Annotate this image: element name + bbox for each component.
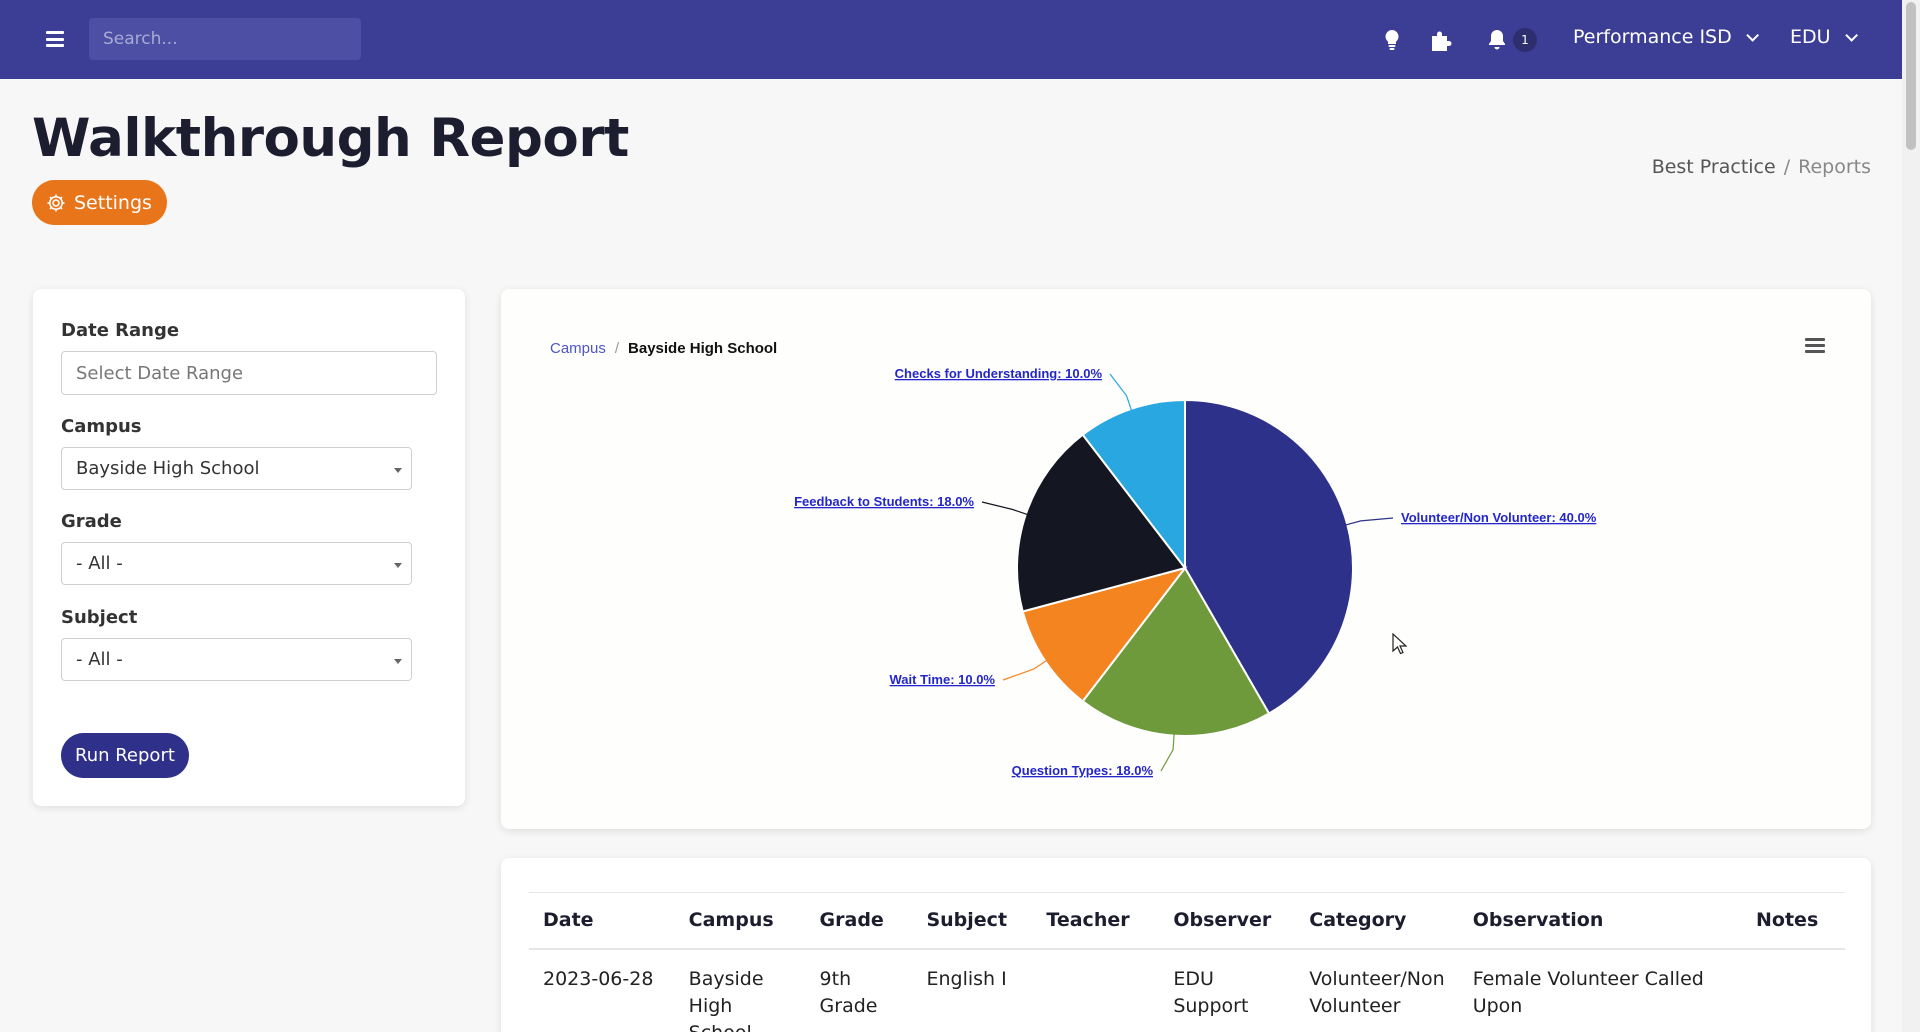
- column-header-notes[interactable]: Notes: [1742, 892, 1845, 950]
- column-header-teacher[interactable]: Teacher: [1032, 892, 1160, 950]
- chevron-down-icon: [1746, 28, 1759, 42]
- campus-select-value: Bayside High School: [76, 458, 260, 479]
- pie-connector-line: [1002, 658, 1049, 681]
- breadcrumb: Best Practice / Reports: [1651, 156, 1871, 178]
- settings-label: Settings: [74, 191, 152, 214]
- table-cell-category: Volunteer/Non Volunteer: [1309, 967, 1445, 1017]
- table-header-row: Date Campus Grade Subject Teacher Observer Cat…: [529, 892, 1845, 950]
- subject-select[interactable]: - All -: [61, 638, 412, 681]
- pie-data-label[interactable]: Checks for Understanding: 10.0%: [895, 366, 1103, 381]
- date-range-label: Date Range: [61, 320, 180, 341]
- table-cell-date: 2023-06-28: [543, 967, 654, 990]
- column-header-category[interactable]: Category: [1295, 892, 1459, 950]
- campus-select[interactable]: Bayside High School: [61, 447, 412, 490]
- date-range-input[interactable]: [61, 351, 437, 395]
- breadcrumb-reports: Reports: [1798, 156, 1871, 178]
- notification-badge[interactable]: 1: [1513, 28, 1537, 52]
- grade-select[interactable]: - All -: [61, 542, 412, 585]
- gear-icon: [47, 194, 65, 211]
- column-header-grade[interactable]: Grade: [805, 892, 913, 950]
- pie-connector-line: [1160, 731, 1175, 772]
- campus-label: Campus: [61, 416, 142, 437]
- pie-data-label[interactable]: Wait Time: 10.0%: [890, 672, 996, 687]
- chart-breadcrumb-current: Bayside High School: [628, 340, 778, 357]
- table-cell-observation: Female Volunteer Called Upon: [1472, 967, 1704, 1017]
- column-header-observer[interactable]: Observer: [1159, 892, 1296, 950]
- menu-toggle-icon[interactable]: [46, 31, 64, 47]
- chart-menu-icon[interactable]: [1805, 338, 1825, 356]
- table-cell-subject: English I: [926, 967, 1007, 990]
- lightbulb-icon[interactable]: [1384, 29, 1400, 55]
- org-menu-label: Performance ISD: [1573, 26, 1732, 48]
- user-menu-label: EDU: [1790, 26, 1831, 48]
- table-cell-grade: 9th Grade: [819, 967, 878, 1017]
- pie-data-label[interactable]: Question Types: 18.0%: [1012, 763, 1154, 778]
- caret-down-icon: [394, 563, 402, 568]
- pie-data-label[interactable]: Volunteer/Non Volunteer: 40.0%: [1401, 510, 1597, 525]
- scrollbar-thumb[interactable]: [1906, 2, 1916, 150]
- breadcrumb-best-practice[interactable]: Best Practice: [1651, 156, 1776, 178]
- table-row[interactable]: 2023-06-28 Bayside High School 9th Grade En…: [529, 949, 1845, 1032]
- filter-panel: Date Range Campus Bayside High School Gr…: [33, 289, 465, 806]
- column-header-subject[interactable]: Subject: [912, 892, 1033, 950]
- pie-chart: Volunteer/Non Volunteer: 40.0% Question T…: [794, 366, 1597, 778]
- column-header-date[interactable]: Date: [529, 892, 675, 950]
- user-menu[interactable]: EDU: [1790, 26, 1858, 48]
- top-navbar: 1 Performance ISD EDU: [0, 0, 1902, 79]
- pie-data-label[interactable]: Feedback to Students: 18.0%: [794, 494, 974, 509]
- caret-down-icon: [394, 468, 402, 473]
- subject-label: Subject: [61, 607, 138, 628]
- table-cell-notes: [1742, 949, 1845, 1032]
- report-table-card: Date Campus Grade Subject Teacher Observer Cat…: [501, 858, 1871, 1032]
- caret-down-icon: [394, 659, 402, 664]
- search-input[interactable]: [89, 18, 361, 60]
- pie-connector-line: [981, 501, 1030, 516]
- pie-connector-line: [1343, 517, 1394, 527]
- mouse-cursor-icon: [1392, 633, 1408, 655]
- grade-label: Grade: [61, 511, 122, 532]
- subject-select-value: - All -: [76, 649, 123, 670]
- page-scrollbar[interactable]: [1902, 0, 1920, 1032]
- report-table: Date Campus Grade Subject Teacher Observer Cat…: [529, 892, 1845, 1032]
- column-header-campus[interactable]: Campus: [674, 892, 806, 950]
- table-cell-teacher: [1032, 949, 1159, 1032]
- column-header-observation[interactable]: Observation: [1458, 892, 1743, 950]
- page-title: Walkthrough Report: [32, 108, 629, 169]
- puzzle-icon[interactable]: [1430, 29, 1454, 55]
- chevron-down-icon: [1844, 28, 1858, 42]
- grade-select-value: - All -: [76, 553, 123, 574]
- table-cell-observer: EDU Support: [1173, 967, 1249, 1017]
- settings-button[interactable]: Settings: [32, 180, 167, 225]
- chart-breadcrumb-campus[interactable]: Campus: [550, 340, 606, 357]
- bell-icon[interactable]: [1488, 29, 1506, 55]
- pie-connector-line: [1109, 373, 1133, 413]
- org-menu[interactable]: Performance ISD: [1573, 26, 1759, 48]
- run-report-button[interactable]: Run Report: [61, 733, 189, 778]
- chart-breadcrumb: Campus / Bayside High School: [550, 340, 778, 357]
- chart-card: Campus / Bayside High School Volunteer/Non…: [501, 289, 1871, 829]
- table-cell-campus: Bayside High School: [688, 967, 764, 1032]
